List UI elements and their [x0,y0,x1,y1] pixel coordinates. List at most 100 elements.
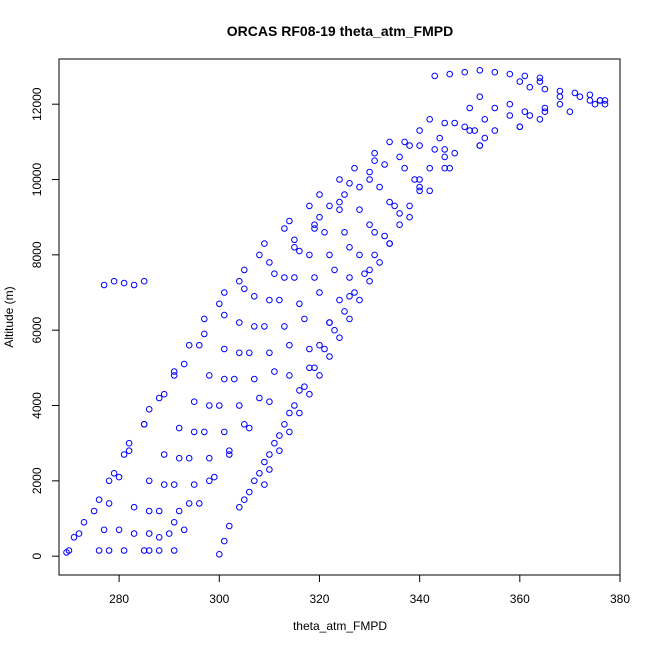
data-point [341,308,348,315]
data-point [226,522,233,530]
data-point [451,119,459,127]
data-point [211,473,218,481]
data-point [471,127,479,134]
data-point [170,372,178,379]
data-point [120,547,128,554]
data-point [281,323,288,330]
data-point [371,149,378,157]
data-point [216,402,223,409]
data-point [536,78,544,85]
data-point [451,149,459,157]
y-tick-label: 4000 [30,392,44,419]
data-point [331,326,338,334]
data-point [130,503,138,511]
data-point [426,116,434,123]
data-point [371,157,378,164]
data-point [401,138,408,146]
y-tick-label: 6000 [30,317,44,344]
data-point [180,526,188,534]
data-point [306,364,313,372]
data-point [160,451,168,458]
data-point [331,266,338,274]
data-point [241,266,248,274]
data-point [326,353,333,360]
data-point [366,176,373,183]
data-point [306,202,313,210]
data-point [326,319,333,326]
data-point [65,547,73,554]
data-point [170,368,178,375]
data-point [591,100,599,108]
data-point [336,198,343,206]
data-point [105,500,113,507]
data-point [356,296,363,304]
data-point [466,127,474,134]
data-point [130,530,138,537]
data-point [336,334,343,342]
data-point [155,534,163,541]
data-point [476,93,484,100]
data-point [466,104,474,112]
data-points [63,67,609,558]
data-point [396,153,403,161]
data-point [431,146,439,153]
data-point [386,240,393,247]
data-point [481,116,489,123]
data-point [306,345,313,353]
data-point [185,500,193,507]
data-point [140,277,148,285]
data-point [236,402,243,409]
data-point [571,89,579,97]
data-point [236,503,243,511]
data-point [160,390,168,398]
data-point [110,470,118,477]
data-point [296,300,303,308]
data-point [306,390,313,398]
data-point [221,428,228,436]
data-point [120,279,128,287]
data-point [441,146,449,153]
data-point [266,296,273,304]
data-point [441,164,449,172]
data-point [286,372,293,379]
data-point [516,123,524,131]
data-point [341,191,348,198]
data-point [356,251,363,259]
data-point [216,300,223,308]
data-point [576,93,584,100]
data-point [356,183,363,191]
data-point [346,293,353,300]
data-point [381,161,388,168]
data-point [346,315,353,323]
data-point [201,428,208,436]
data-point [246,424,253,432]
data-point [251,375,258,383]
data-point [95,496,103,504]
data-point [321,345,328,353]
data-point [291,274,298,281]
data-point [541,104,549,112]
data-point [386,138,393,146]
data-point [536,74,544,82]
data-point [416,187,423,195]
data-point [536,116,544,123]
data-point [120,451,128,458]
data-point [221,375,228,383]
data-point [256,394,263,402]
data-point [426,164,434,172]
data-point [376,259,383,266]
data-point [346,274,353,281]
data-point [356,206,363,213]
data-point [196,500,203,507]
data-point [401,164,408,172]
data-point [416,176,423,183]
data-point [145,507,153,515]
data-point [461,123,469,131]
data-point [266,466,273,473]
x-tick-label: 360 [510,592,530,606]
data-point [491,127,499,134]
data-point [346,244,353,251]
data-point [366,266,373,274]
data-point [556,87,564,95]
y-axis-label: Altitude (m) [2,286,16,347]
